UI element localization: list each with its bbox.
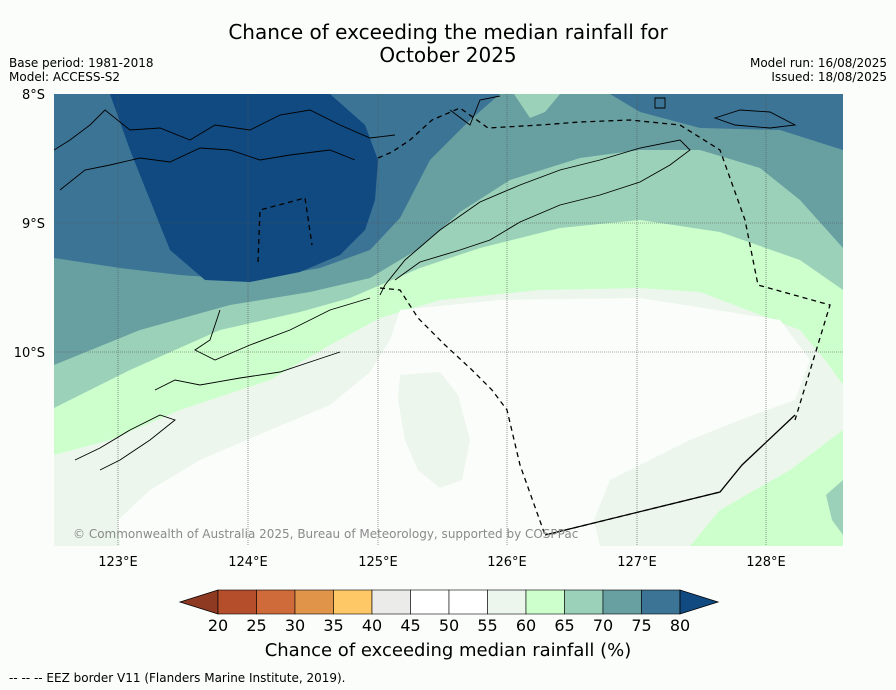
lon-label-127e: 127°E	[617, 555, 657, 570]
lon-label-124e: 124°E	[228, 555, 268, 570]
colorbar-tick-label: 60	[516, 616, 536, 635]
colorbar-tick-label: 30	[285, 616, 305, 635]
colorbar-segment	[641, 589, 681, 615]
colorbar-segment	[217, 589, 257, 615]
colorbar-tick-label: 55	[477, 616, 497, 635]
lat-label-9s: 9°S	[22, 217, 45, 232]
colorbar-tick-label: 65	[554, 616, 574, 635]
lon-label-128e: 128°E	[746, 555, 786, 570]
footnote: -- -- -- EEZ border V11 (Flanders Marine…	[9, 671, 346, 685]
colorbar-segment	[525, 589, 565, 615]
colorbar-segment	[294, 589, 334, 615]
colorbar: 20 25 30 35 40 45 50 55 60 65 70 75 80	[178, 589, 720, 635]
colorbar-segment	[410, 589, 450, 615]
model-name: Model: ACCESS-S2	[9, 70, 121, 84]
lon-label-126e: 126°E	[487, 555, 527, 570]
colorbar-tick-label: 80	[670, 616, 690, 635]
colorbar-tick-label: 25	[246, 616, 266, 635]
colorbar-lower-arrow	[178, 589, 219, 615]
colorbar-upper-arrow	[679, 589, 720, 615]
colorbar-tick-label: 45	[400, 616, 420, 635]
colorbar-tick-label: 35	[323, 616, 343, 635]
coastlines	[54, 95, 797, 471]
lon-label-123e: 123°E	[98, 555, 138, 570]
title-line-1: Chance of exceeding the median rainfall …	[228, 20, 668, 44]
colorbar-segment	[487, 589, 527, 615]
model-run: Model run: 16/08/2025	[749, 56, 887, 70]
colorbar-tick-label: 50	[439, 616, 459, 635]
issued-date: Issued: 18/08/2025	[771, 70, 887, 84]
lat-label-8s: 8°S	[22, 88, 45, 103]
colorbar-segment	[564, 589, 604, 615]
contour-fill	[54, 94, 843, 546]
lon-label-125e: 125°E	[358, 555, 398, 570]
colorbar-tick-label: 20	[208, 616, 228, 635]
colorbar-tick-label: 40	[362, 616, 382, 635]
colorbar-tick-label: 70	[593, 616, 613, 635]
colorbar-segment	[448, 589, 488, 615]
graticule	[54, 94, 843, 546]
colorbar-segment	[371, 589, 411, 615]
eez-border	[257, 107, 831, 536]
colorbar-segment	[333, 589, 373, 615]
lat-label-10s: 10°S	[14, 346, 45, 361]
copyright-text: © Commonwealth of Australia 2025, Bureau…	[73, 527, 578, 541]
title-line-2: October 2025	[379, 43, 517, 67]
colorbar-segment	[256, 589, 296, 615]
colorbar-tick-label: 75	[631, 616, 651, 635]
base-period: Base period: 1981-2018	[9, 56, 154, 70]
colorbar-segment	[602, 589, 642, 615]
colorbar-title: Chance of exceeding median rainfall (%)	[264, 640, 632, 661]
